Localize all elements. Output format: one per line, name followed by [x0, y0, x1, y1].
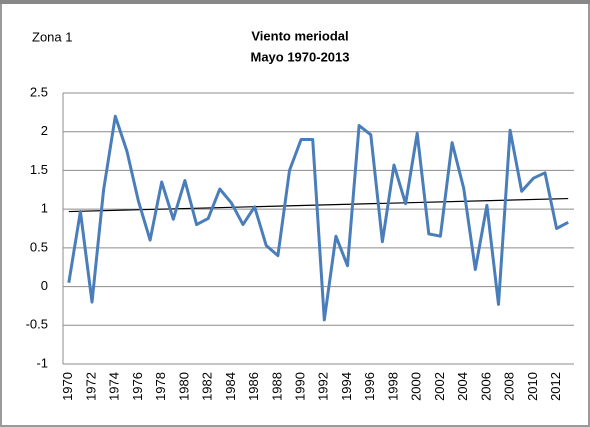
x-tick-label: 1982: [200, 372, 215, 401]
x-tick-label: 1988: [269, 372, 284, 401]
x-tick-label: 1980: [176, 372, 191, 401]
y-tick-label: 2: [41, 123, 48, 138]
chart-title: Viento meriodal: [251, 28, 348, 43]
x-tick-label: 2002: [432, 372, 447, 401]
x-tick-label: 2010: [525, 372, 540, 401]
x-tick-label: 1972: [83, 372, 98, 401]
x-tick-label: 1986: [246, 372, 261, 401]
y-tick-label: 1.5: [30, 162, 48, 177]
y-tick-label: 1: [41, 201, 48, 216]
y-tick-label: 0: [41, 278, 48, 293]
y-tick-label: 2.5: [30, 84, 48, 99]
y-tick-label: -1: [36, 355, 48, 370]
zone-label: Zona 1: [32, 29, 72, 44]
x-tick-label: 1970: [60, 372, 75, 401]
x-tick-label: 1976: [130, 372, 145, 401]
y-tick-label: 0.5: [30, 239, 48, 254]
x-tick-label: 1992: [316, 372, 331, 401]
data-line: [67, 114, 569, 322]
x-tick-label: 1974: [107, 372, 122, 401]
chart-subtitle: Mayo 1970-2013: [250, 49, 349, 64]
x-tick-label: 1996: [362, 372, 377, 401]
x-tick-label: 2000: [409, 372, 424, 401]
x-tick-label: 2004: [455, 372, 470, 401]
y-tick-label: -0.5: [26, 317, 48, 332]
x-tick-label: 1998: [385, 372, 400, 401]
x-tick-label: 2006: [478, 372, 493, 401]
x-tick-label: 2008: [502, 372, 517, 401]
trend-line: [68, 197, 569, 213]
x-tick-label: 1984: [223, 372, 238, 401]
x-tick-label: 2012: [548, 372, 563, 401]
x-tick-label: 1994: [339, 372, 354, 401]
top-border: [0, 0, 590, 4]
x-tick-label: 1978: [153, 372, 168, 401]
x-tick-label: 1990: [293, 372, 308, 401]
